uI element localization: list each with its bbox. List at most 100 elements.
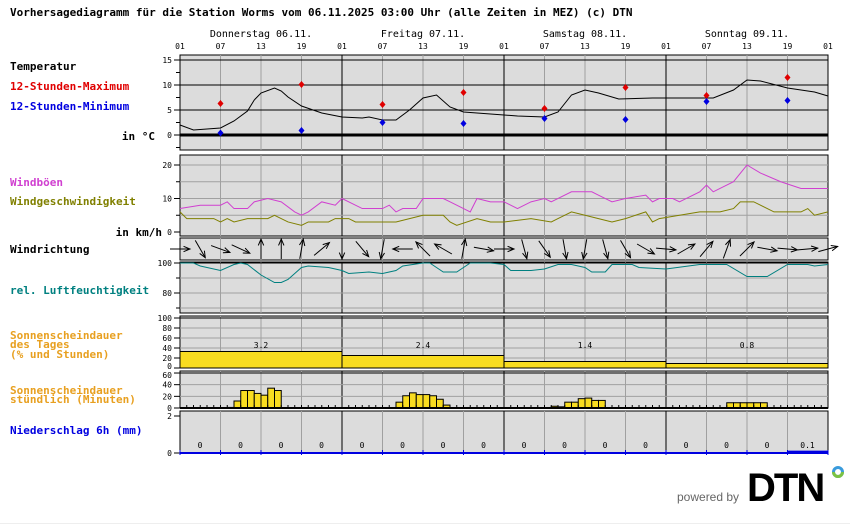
- label-wind-unit: in km/h: [116, 226, 162, 239]
- wind-tick-label: 10: [162, 195, 172, 204]
- sunshine-daily-bar: [179, 351, 343, 369]
- hour-label: 13: [742, 42, 752, 51]
- hour-label: 13: [418, 42, 428, 51]
- precip-value-label: 0: [360, 441, 365, 450]
- wind-arrow-icon: [313, 241, 331, 256]
- wind-arrow-icon: [231, 244, 251, 254]
- hour-label: 13: [256, 42, 266, 51]
- sunshine-hourly-bar: [584, 397, 593, 409]
- arrow-head: [222, 247, 232, 254]
- wind-arrow-icon: [777, 246, 799, 253]
- wind-arrow-icon: [415, 241, 431, 257]
- sunshine-daily-tick-label: 40: [162, 344, 172, 353]
- sunshine-hourly-tick-label: 60: [162, 371, 172, 380]
- precip-value-label: 0.1: [800, 441, 815, 450]
- wind-gusts-line: [179, 164, 828, 216]
- arrow-head: [706, 240, 714, 249]
- precip-value-label: 0: [765, 441, 770, 450]
- max-temp-point: [460, 89, 467, 96]
- wind-arrow-icon: [338, 239, 346, 261]
- min-temp-point: [298, 127, 305, 134]
- arrow-shaft: [620, 240, 631, 258]
- arrow-shaft: [521, 239, 528, 259]
- humidity-line: [180, 262, 829, 283]
- label-wind: Windgeschwindigkeit: [10, 195, 136, 208]
- arrow-head: [624, 250, 632, 259]
- arrow-shaft: [757, 246, 778, 252]
- label-precip: Niederschlag 6h (mm): [10, 424, 142, 437]
- precip-value-label: 0: [481, 441, 486, 450]
- sunshine-daily-bar: [665, 363, 829, 369]
- wind-arrow-icon: [299, 237, 306, 259]
- precip-value-label: 0: [684, 441, 689, 450]
- arrow-shaft: [415, 241, 431, 257]
- temp-tick-label: 15: [162, 56, 172, 65]
- arrow-head: [199, 250, 206, 259]
- arrow-shaft: [380, 239, 385, 259]
- label-sun-hourly-1: Sonnenscheindauer: [10, 384, 123, 397]
- sunshine-hourly-bar: [267, 387, 275, 409]
- max-temp-point: [784, 74, 791, 81]
- arrow-head: [461, 237, 468, 247]
- sunshine-daily-bar: [503, 361, 667, 369]
- sunshine-hourly-bar: [260, 394, 269, 409]
- hour-label: 01: [337, 42, 347, 51]
- hour-label: 01: [823, 42, 833, 51]
- wind-arrow-icon: [378, 239, 385, 261]
- sunshine-daily-tick-label: 0: [167, 362, 172, 371]
- arrow-head: [687, 243, 697, 250]
- chart-title: Vorhersagediagramm für die Station Worms…: [10, 6, 633, 19]
- powered-by-text: powered by: [677, 490, 739, 504]
- arrow-shaft: [655, 247, 677, 251]
- dtn-wordmark: DTN: [747, 466, 823, 510]
- arrow-shaft: [739, 241, 755, 257]
- sunshine-hourly-bar: [240, 390, 248, 409]
- wind-arrow-icon: [602, 239, 610, 260]
- arrow-head: [486, 246, 495, 253]
- min-temp-point: [622, 116, 629, 123]
- precip-tick-label: 0: [167, 449, 172, 458]
- arrow-shaft: [434, 243, 453, 255]
- precip-value-label: 0: [400, 441, 405, 450]
- precip-value-label: 0: [441, 441, 446, 450]
- max-temp-point: [622, 84, 629, 91]
- precip-value-label: 0: [198, 441, 203, 450]
- arrow-head: [770, 246, 779, 253]
- arrow-shaft: [677, 243, 696, 255]
- wind-speed-line: [179, 201, 829, 226]
- wind-arrow-icon: [739, 241, 755, 257]
- precip-value-label: 0: [522, 441, 527, 450]
- arrow-head: [830, 244, 839, 252]
- arrow-head: [725, 238, 732, 247]
- arrow-head: [299, 237, 306, 247]
- arrow-head: [522, 251, 529, 260]
- hour-label: 13: [580, 42, 590, 51]
- arrow-shaft: [299, 239, 304, 259]
- precip-value-label: 0: [643, 441, 648, 450]
- sunshine-hourly-bar: [422, 394, 431, 409]
- sunshine-hourly-tick-label: 0: [167, 404, 172, 413]
- arrow-shaft: [210, 245, 231, 253]
- wind-arrow-icon: [581, 239, 588, 261]
- max-temp-point: [379, 101, 386, 108]
- arrow-head: [278, 237, 285, 246]
- temp-tick-label: 10: [162, 81, 172, 90]
- precip-value-label: 0: [319, 441, 324, 450]
- min-temp-point: [460, 120, 467, 127]
- wind-arrow-icon: [257, 237, 265, 259]
- wind-arrow-icon: [391, 245, 413, 253]
- sunshine-hourly-bar: [247, 390, 255, 409]
- sunshine-daily-bar: [341, 355, 505, 369]
- sunshine-hourly-bar: [577, 398, 586, 409]
- wind-arrow-icon: [699, 240, 714, 257]
- min-temp-point: [541, 115, 548, 122]
- label-sun-daily-1: Sonnenscheindauer: [10, 329, 123, 342]
- wind-arrow-icon: [797, 245, 819, 252]
- sunshine-hourly-bar: [598, 399, 606, 409]
- wind-arrow-icon: [194, 240, 206, 259]
- sunshine-daily-tick-label: 100: [158, 314, 173, 323]
- precip-value-label: 0: [238, 441, 243, 450]
- max-temp-point: [541, 105, 548, 112]
- arrow-shaft: [473, 246, 494, 252]
